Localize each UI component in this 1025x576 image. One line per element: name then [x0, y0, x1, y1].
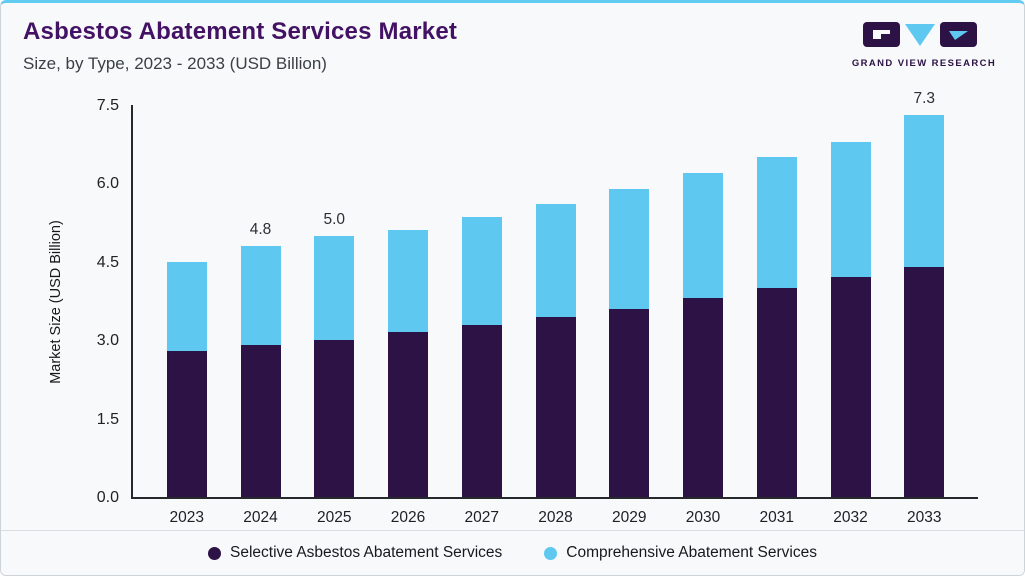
- stacked-bar-chart: Market Size (USD Billion) 0.0 1.5 3.0 4.5 6.…: [39, 90, 978, 526]
- y-tick-label: 1.5: [96, 410, 119, 428]
- y-axis-title-column: Market Size (USD Billion): [39, 105, 73, 499]
- bar-segment-selective: [166, 350, 207, 497]
- legend-label-comprehensive: Comprehensive Abatement Services: [566, 544, 817, 561]
- x-tick-label: 2029: [612, 509, 647, 526]
- bar-segment-comprehensive: [683, 172, 723, 299]
- chart-header: Asbestos Abatement Services Market Size,…: [23, 18, 457, 74]
- logo-text: GRAND VIEW RESEARCH: [851, 58, 997, 69]
- grand-view-research-logo: GRAND VIEW RESEARCH: [850, 22, 998, 69]
- y-axis: 0.0 1.5 3.0 4.5 6.0 7.5: [73, 97, 131, 506]
- legend-item-selective: Selective Asbestos Abatement Services: [208, 544, 502, 562]
- bar-segment-comprehensive: [240, 246, 281, 346]
- x-tick-label: 2032: [833, 509, 868, 526]
- x-tick-label: 2026: [390, 509, 426, 526]
- y-tick-label: 0.0: [96, 489, 119, 506]
- bar-value-label: 5.0: [323, 210, 346, 228]
- bar-segment-selective: [683, 298, 723, 497]
- bar-column-2024: 4.8 2024: [240, 221, 281, 526]
- y-tick-label: 4.5: [96, 253, 119, 271]
- bar-segment-selective: [535, 316, 576, 497]
- bar-segment-comprehensive: [609, 188, 650, 309]
- y-tick-label: 7.5: [96, 97, 119, 114]
- y-axis-title: Market Size (USD Billion): [48, 220, 64, 384]
- x-tick-label: 2023: [169, 509, 204, 526]
- bar-column-2032: 2032: [830, 141, 871, 526]
- bar-segment-selective: [388, 332, 428, 497]
- bar-segment-selective: [609, 308, 650, 497]
- bar-segment-selective: [756, 287, 797, 497]
- x-tick-label: 2031: [759, 509, 794, 526]
- bar-segment-selective: [904, 267, 945, 497]
- bar-column-2031: 2031: [756, 157, 797, 526]
- bar-segment-selective: [314, 340, 355, 497]
- legend: Selective Asbestos Abatement Services Co…: [1, 530, 1024, 575]
- bar-segment-selective: [461, 324, 502, 497]
- x-tick-label: 2025: [317, 509, 352, 526]
- bar-segment-comprehensive: [461, 217, 502, 325]
- logo-icon: [863, 22, 977, 47]
- bar-segment-comprehensive: [166, 261, 207, 351]
- chart-subtitle: Size, by Type, 2023 - 2033 (USD Billion): [23, 54, 327, 73]
- bar-segment-selective: [830, 277, 871, 497]
- x-tick-label: 2024: [243, 509, 278, 526]
- plot-area: 2023 4.8 2024 5.0 2025 2026 2027 2028 2029 2030 20…: [131, 90, 978, 526]
- bar-column-2028: 2028: [535, 204, 576, 526]
- y-tick-label: 3.0: [96, 332, 119, 350]
- x-tick-label: 2030: [685, 509, 721, 526]
- bar-segment-comprehensive: [388, 230, 428, 333]
- bar-segment-comprehensive: [756, 157, 797, 288]
- bar-segment-comprehensive: [535, 204, 576, 317]
- bar-column-2025: 5.0 2025: [314, 211, 355, 526]
- bar-column-2029: 2029: [609, 188, 650, 526]
- bar-segment-comprehensive: [904, 115, 945, 268]
- bar-column-2030: 2030: [683, 172, 723, 526]
- bar-segment-comprehensive: [314, 235, 355, 341]
- bar-value-label: 7.3: [913, 90, 936, 108]
- legend-swatch-comprehensive: [544, 546, 558, 560]
- bar-column-2027: 2027: [461, 217, 502, 526]
- legend-label-selective: Selective Asbestos Abatement Services: [230, 544, 503, 561]
- x-tick-label: 2027: [464, 509, 499, 526]
- bar-segment-comprehensive: [830, 141, 871, 278]
- legend-swatch-selective: [208, 546, 221, 560]
- bar-column-2023: 2023: [166, 261, 207, 526]
- bar-value-label: 4.8: [249, 221, 272, 239]
- legend-item-comprehensive: Comprehensive Abatement Services: [544, 544, 817, 562]
- bar-column-2033: 7.3 2033: [904, 90, 945, 526]
- bar-column-2026: 2026: [388, 230, 428, 526]
- y-tick-label: 6.0: [96, 175, 119, 193]
- page-title: Asbestos Abatement Services Market: [23, 18, 458, 45]
- x-tick-label: 2028: [538, 509, 573, 526]
- x-tick-label: 2033: [907, 509, 942, 526]
- bar-segment-selective: [240, 345, 281, 497]
